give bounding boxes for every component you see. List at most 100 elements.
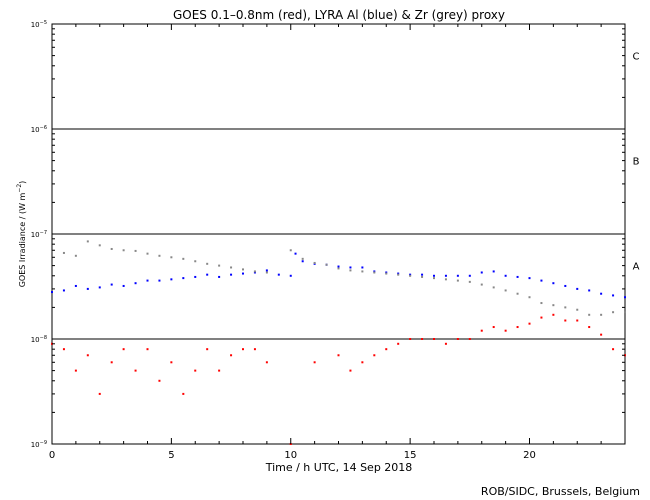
series-2-point-19 bbox=[289, 249, 292, 252]
series-0-point-15 bbox=[230, 354, 233, 357]
series-2-point-3 bbox=[86, 240, 89, 243]
series-0-point-4 bbox=[98, 392, 101, 395]
series-1-point-4 bbox=[98, 286, 101, 289]
series-2-point-40 bbox=[540, 302, 543, 305]
series-1 bbox=[51, 252, 626, 299]
series-1-point-28 bbox=[373, 270, 376, 273]
series-0-point-36 bbox=[516, 326, 519, 329]
y-tick-exponent: −6 bbox=[40, 125, 47, 131]
series-1-point-9 bbox=[158, 279, 161, 282]
series-2-point-17 bbox=[253, 270, 256, 273]
y-tick-base: 10 bbox=[31, 231, 40, 239]
series-2-point-44 bbox=[588, 313, 591, 316]
x-tick-label-1: 5 bbox=[168, 450, 174, 461]
series-1-point-29 bbox=[385, 271, 388, 274]
chart-title: GOES 0.1–0.8nm (red), LYRA Al (blue) & Z… bbox=[173, 8, 505, 22]
series-2-point-16 bbox=[242, 268, 244, 271]
series-2-point-8 bbox=[146, 252, 149, 255]
series-2-point-37 bbox=[504, 289, 507, 292]
series-2 bbox=[51, 240, 626, 316]
series-2-point-9 bbox=[158, 254, 161, 257]
y-tick-label-4: 10−5 bbox=[31, 20, 47, 29]
series-1-point-18 bbox=[265, 269, 268, 272]
series-0-point-41 bbox=[576, 319, 579, 322]
series-1-point-7 bbox=[134, 282, 137, 285]
class-lines bbox=[52, 128, 625, 340]
series-2-point-43 bbox=[576, 308, 579, 311]
series-2-point-46 bbox=[612, 311, 615, 314]
series-1-point-26 bbox=[349, 266, 352, 269]
series-0-point-37 bbox=[528, 322, 531, 325]
series-1-point-3 bbox=[86, 287, 89, 290]
series-0-point-31 bbox=[456, 338, 459, 340]
series-0-point-3 bbox=[86, 354, 89, 357]
y-tick-exponent: −5 bbox=[40, 20, 47, 26]
y-axis-label-sup: −2 bbox=[16, 184, 23, 193]
series-1-point-13 bbox=[206, 273, 209, 276]
series-0-point-23 bbox=[361, 361, 364, 364]
series-0-point-7 bbox=[134, 369, 137, 372]
series-1-point-30 bbox=[397, 272, 400, 275]
series-0-point-28 bbox=[421, 338, 424, 340]
y-tick-base: 10 bbox=[31, 336, 40, 344]
series-2-point-14 bbox=[218, 264, 221, 267]
series-0-point-2 bbox=[74, 369, 77, 372]
series-0-point-29 bbox=[433, 338, 435, 340]
series-0-point-20 bbox=[313, 361, 316, 364]
series-0-point-30 bbox=[444, 342, 447, 345]
series-1-point-42 bbox=[540, 279, 543, 282]
series-1-point-33 bbox=[433, 274, 435, 277]
series-0-point-42 bbox=[588, 326, 591, 329]
series-0-point-16 bbox=[242, 348, 244, 351]
series-2-point-7 bbox=[134, 249, 137, 252]
series-1-point-45 bbox=[576, 287, 579, 290]
series-2-point-31 bbox=[433, 277, 435, 280]
series-2-point-34 bbox=[468, 280, 471, 283]
series-2-point-28 bbox=[397, 273, 400, 276]
series-0-point-12 bbox=[194, 369, 197, 372]
series-2-point-25 bbox=[361, 270, 364, 273]
y-axis: 10−910−810−710−610−5 bbox=[31, 20, 625, 449]
x-axis-label: Time / h UTC, 14 Sep 2018 bbox=[265, 461, 413, 474]
series-2-point-27 bbox=[385, 272, 388, 275]
series-1-point-10 bbox=[170, 278, 173, 281]
series-1-point-25 bbox=[337, 265, 340, 268]
series-2-point-33 bbox=[456, 279, 459, 282]
series-2-point-0 bbox=[51, 250, 53, 253]
series-0-point-43 bbox=[600, 333, 603, 336]
series-2-point-20 bbox=[301, 257, 304, 260]
series-2-point-18 bbox=[265, 271, 268, 274]
series-1-point-35 bbox=[456, 274, 459, 277]
series-2-point-36 bbox=[492, 286, 495, 289]
series-2-point-38 bbox=[516, 292, 519, 295]
series-1-point-48 bbox=[612, 294, 615, 297]
series-2-point-39 bbox=[528, 296, 531, 299]
series-1-point-0 bbox=[51, 291, 53, 294]
series-0 bbox=[51, 313, 626, 445]
class-label-c: C bbox=[633, 52, 640, 63]
series-2-point-30 bbox=[421, 275, 424, 278]
series-1-point-43 bbox=[552, 282, 555, 285]
series-1-point-15 bbox=[230, 273, 233, 276]
series-2-point-21 bbox=[313, 261, 316, 264]
series-1-point-6 bbox=[122, 284, 125, 287]
series-2-point-2 bbox=[74, 254, 77, 257]
series-0-point-35 bbox=[504, 329, 507, 332]
series-1-point-36 bbox=[468, 274, 471, 277]
series-0-point-6 bbox=[122, 348, 125, 351]
series-0-point-13 bbox=[206, 348, 209, 351]
series-2-point-4 bbox=[98, 244, 101, 247]
y-tick-exponent: −7 bbox=[40, 230, 47, 236]
series-0-point-44 bbox=[612, 348, 615, 351]
series-2-point-26 bbox=[373, 271, 376, 274]
x-axis: 0 5 10 15 20 bbox=[49, 24, 626, 461]
y-tick-label-0: 10−9 bbox=[31, 440, 47, 449]
x-tick-label-4: 20 bbox=[523, 450, 536, 461]
series-1-point-22 bbox=[301, 260, 304, 263]
series-0-point-22 bbox=[349, 369, 352, 372]
y-tick-exponent: −8 bbox=[40, 335, 47, 341]
y-axis-label: GOES Irradiance / (W m−2) bbox=[16, 181, 27, 288]
class-label-a: A bbox=[633, 262, 640, 273]
series-0-point-27 bbox=[409, 338, 412, 340]
series-1-point-12 bbox=[194, 275, 197, 278]
